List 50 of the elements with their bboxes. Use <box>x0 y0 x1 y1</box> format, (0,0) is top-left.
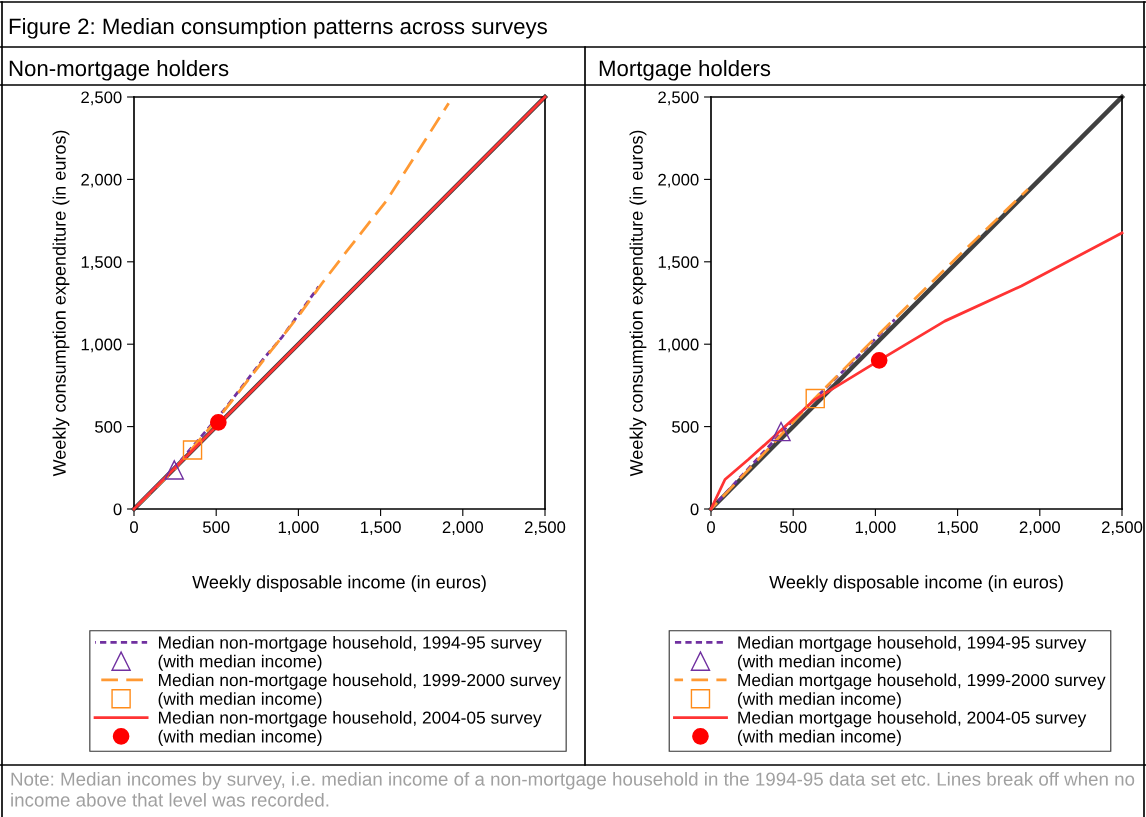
x-tick-label: 1,000 <box>278 521 319 536</box>
point <box>182 440 203 460</box>
point <box>164 460 185 480</box>
legend-label: (with median income) <box>158 654 322 671</box>
y-tick-label: 0 <box>113 503 122 516</box>
x-tick-label: 0 <box>707 521 715 534</box>
x-tick-label: 2,000 <box>442 521 483 536</box>
y-tick-label: 2,000 <box>658 173 699 188</box>
x-tick-label: 0 <box>130 521 138 534</box>
y-tick-label: 1,500 <box>81 256 122 270</box>
legend-label: (with median income) <box>738 654 901 671</box>
chart-subtitle: Mortgage holders <box>599 59 771 81</box>
legend-label: Median mortgage household, 1999-2000 survey <box>738 673 1106 690</box>
x-tick-label: 1,500 <box>361 521 401 536</box>
point <box>771 421 791 442</box>
chart-subtitle: Non-mortgage holders <box>9 59 229 81</box>
y-tick-label: 500 <box>672 421 699 433</box>
x-tick-label: 500 <box>779 521 807 534</box>
x-tick-label: 1,000 <box>855 521 896 536</box>
x-tick-label: 1,500 <box>938 521 978 536</box>
y-tick-label: 2,000 <box>81 173 122 188</box>
legend-label: (with median income) <box>158 729 322 746</box>
x-axis-title: Weekly disposable income (in euros) <box>769 575 1063 593</box>
y-axis-title: Weekly consumption expenditure (in euros) <box>52 130 70 477</box>
x-tick-label: 2,000 <box>1019 521 1060 536</box>
legend-label: Median mortgage household, 1994-95 survey <box>738 635 1087 653</box>
y-tick-label: 1,000 <box>81 338 122 353</box>
y-tick-label: 500 <box>95 421 122 433</box>
x-tick-label: 2,500 <box>1101 521 1143 536</box>
point <box>870 352 888 369</box>
text: Note: Median incomes by survey, i.e. median income of a non-mortgage household in the 1994-95 data set etc. Lines break off when no income above that level was recorded. <box>11 772 1135 807</box>
y-tick-label: 1,000 <box>658 338 699 353</box>
legend-label: Median non-mortgage household, 1994-95 survey <box>158 635 542 653</box>
x-tick-label: 2,500 <box>524 521 566 536</box>
y-tick-label: 2,500 <box>81 91 122 106</box>
chart-title: Figure 2: Median consumption patterns across surveys <box>9 17 547 39</box>
x-tick-label: 500 <box>202 521 230 534</box>
y-tick-label: 0 <box>690 503 699 516</box>
x-axis-title: Weekly disposable income (in euros) <box>192 575 486 593</box>
y-tick-label: 2,500 <box>658 91 699 106</box>
point <box>805 388 825 409</box>
legend-label: Median non-mortgage household, 1999-2000 survey <box>158 673 561 690</box>
y-axis-title: Weekly consumption expenditure (in euros) <box>629 130 647 477</box>
legend-label: (with median income) <box>738 729 901 746</box>
legend-label: (with median income) <box>158 692 322 709</box>
legend-label: Median non-mortgage household, 2004-05 survey <box>158 711 542 728</box>
legend-label: (with median income) <box>738 692 901 709</box>
point <box>210 413 227 431</box>
y-tick-label: 1,500 <box>658 256 699 270</box>
legend-label: Median mortgage household, 2004-05 survey <box>738 711 1087 728</box>
